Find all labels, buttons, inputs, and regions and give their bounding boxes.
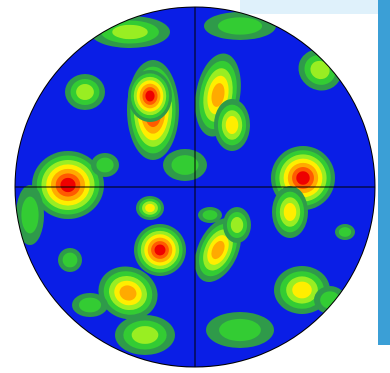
contour-level: [154, 244, 166, 256]
contour-level: [225, 115, 239, 135]
contour-level: [171, 155, 199, 175]
contours: [16, 12, 355, 355]
contour-level: [217, 17, 263, 35]
contour-level: [211, 83, 225, 107]
contour-level: [283, 202, 297, 222]
contour-level: [112, 24, 148, 40]
contour-level: [219, 318, 261, 342]
contour-level: [310, 60, 330, 80]
contour-level: [78, 297, 102, 313]
contour-level: [292, 281, 312, 299]
window-edge: [378, 0, 390, 345]
contour-level: [338, 227, 352, 237]
contour-level: [211, 240, 225, 260]
contour-level: [76, 84, 94, 100]
contour-level: [296, 171, 310, 185]
contour-level: [145, 203, 155, 213]
contour-level: [131, 326, 159, 344]
contour-level: [230, 217, 244, 233]
disk-outline: [14, 6, 376, 368]
contour-level: [119, 285, 137, 301]
contour-level: [202, 210, 218, 220]
window-edge: [240, 0, 390, 14]
contour-level: [62, 252, 78, 268]
contour-level: [21, 196, 39, 234]
contour-level: [96, 157, 114, 173]
contour-level: [145, 90, 155, 102]
contour-level: [60, 177, 76, 193]
